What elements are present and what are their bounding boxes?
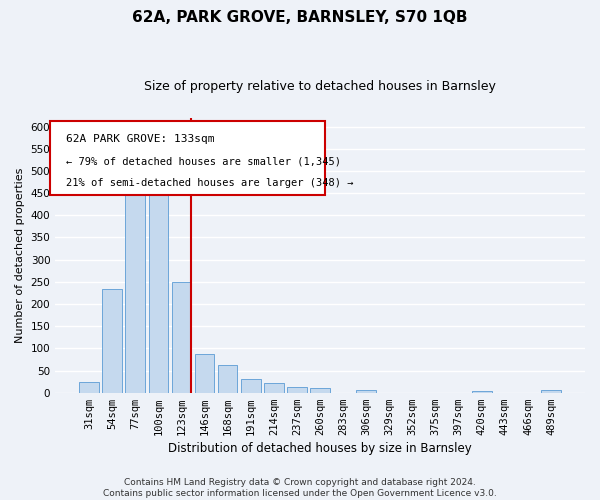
Bar xyxy=(172,282,191,393)
Bar xyxy=(310,388,330,392)
Bar xyxy=(195,354,214,393)
Bar xyxy=(103,290,122,393)
Bar xyxy=(287,387,307,392)
Bar xyxy=(125,176,145,392)
Text: ← 79% of detached houses are smaller (1,345): ← 79% of detached houses are smaller (1,… xyxy=(66,156,341,166)
X-axis label: Distribution of detached houses by size in Barnsley: Distribution of detached houses by size … xyxy=(168,442,472,455)
Bar xyxy=(541,390,561,392)
Bar xyxy=(264,383,284,392)
Bar xyxy=(149,184,168,392)
Title: Size of property relative to detached houses in Barnsley: Size of property relative to detached ho… xyxy=(144,80,496,93)
Bar xyxy=(356,390,376,392)
Text: Contains HM Land Registry data © Crown copyright and database right 2024.
Contai: Contains HM Land Registry data © Crown c… xyxy=(103,478,497,498)
Text: 62A PARK GROVE: 133sqm: 62A PARK GROVE: 133sqm xyxy=(66,134,214,144)
Y-axis label: Number of detached properties: Number of detached properties xyxy=(15,168,25,343)
Bar xyxy=(241,380,260,392)
Text: 21% of semi-detached houses are larger (348) →: 21% of semi-detached houses are larger (… xyxy=(66,178,353,188)
Bar xyxy=(79,382,99,392)
Text: 62A, PARK GROVE, BARNSLEY, S70 1QB: 62A, PARK GROVE, BARNSLEY, S70 1QB xyxy=(132,10,468,25)
FancyBboxPatch shape xyxy=(50,120,325,195)
Bar xyxy=(218,365,238,392)
